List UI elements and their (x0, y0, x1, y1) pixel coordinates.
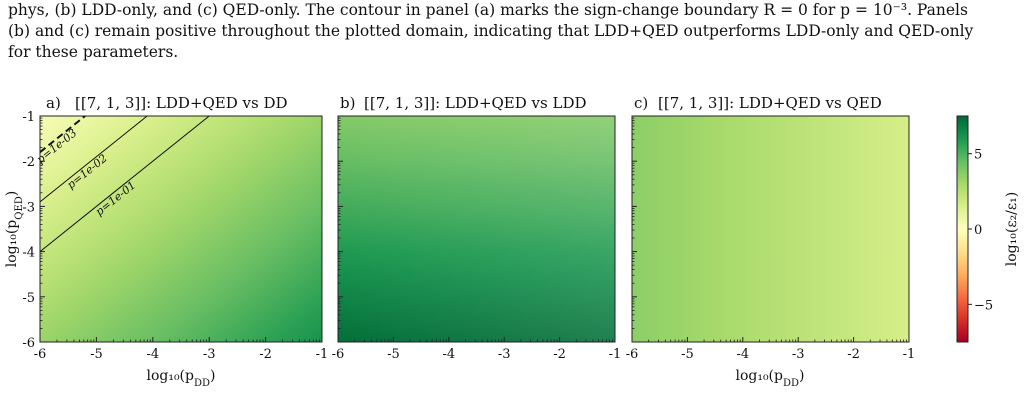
panel-b-title: [[7, 1, 3]]: LDD+QED vs LDD (364, 94, 587, 112)
panel-b-xticks: -6 -5 -4 -3 -2 -1 (332, 337, 622, 362)
x-tick-label: -6 (332, 347, 345, 362)
figure-caption: phys, (b) LDD-only, and (c) QED-only. Th… (8, 0, 1020, 63)
x-tick-label: -4 (442, 347, 455, 362)
contour-line (39, 115, 148, 203)
x-tick-label: -1 (903, 347, 916, 362)
x-tick-label: -4 (146, 347, 159, 362)
panel-a-xticks: -6 -5 -4 -3 -2 -1 (34, 337, 329, 362)
colorbar-tick-label: 5 (974, 148, 982, 163)
panel-b-shade (338, 116, 615, 342)
y-tick-label: -5 (22, 291, 35, 306)
panel-b: b) [[7, 1, 3]]: LDD+QED vs LDD -6 -5 -4 -3-… (332, 94, 622, 362)
x-tick-label: -2 (259, 347, 272, 362)
x-tick-label: -2 (847, 347, 860, 362)
panel-c-heatmap (632, 116, 909, 342)
y-tick-label: -6 (22, 336, 35, 351)
x-tick-label: -6 (626, 347, 639, 362)
x-tick-label: -5 (681, 347, 694, 362)
colorbar-gradient (957, 116, 968, 342)
x-tick-label: -1 (609, 347, 622, 362)
x-tick-label: -1 (316, 347, 329, 362)
panel-a-yticks: -6 -5 -4 -3 -2 -1 (22, 110, 45, 351)
y-tick-label: -1 (22, 110, 35, 125)
colorbar-ticks: 5 0 −5 (968, 148, 993, 313)
contour-line (39, 115, 210, 252)
panel-c-xticks: -6 -5 -4 -3 -2 -1 (626, 337, 916, 362)
panel-b-frame (337, 115, 616, 343)
panel-a-xlabel: log₁₀(pDD) (146, 368, 215, 389)
x-tick-label: -5 (387, 347, 400, 362)
x-tick-label: -4 (736, 347, 749, 362)
contour-line (39, 115, 86, 153)
panel-c-yticks (632, 115, 637, 343)
panel-c-letter: c) (634, 94, 648, 112)
x-tick-label: -3 (498, 347, 511, 362)
panel-c-xlabel: log₁₀(pDD) (735, 368, 804, 389)
panel-b-letter: b) (340, 94, 355, 112)
panel-c-frame (631, 115, 910, 343)
panel-a-title: [[7, 1, 3]]: LDD+QED vs DD (75, 94, 288, 112)
panel-c-title: [[7, 1, 3]]: LDD+QED vs QED (658, 94, 882, 112)
panel-a: a) [[7, 1, 3]]: LDD+QED vs DD p=1e-03p=1… (4, 94, 328, 389)
panel-a-frame (39, 115, 323, 343)
y-tick-label: -2 (22, 155, 35, 170)
colorbar-tick-label: −5 (974, 298, 993, 313)
panel-a-heatmap (40, 116, 322, 342)
caption-line: (b) and (c) remain positive throughout t… (8, 22, 974, 40)
panel-a-ylabel: log₁₀(pQED) (4, 191, 25, 268)
panel-a-letter: a) (46, 94, 61, 112)
panel-b-yticks (338, 115, 343, 343)
colorbar-tick-label: 0 (974, 223, 982, 238)
caption-line: phys, (b) LDD-only, and (c) QED-only. Th… (8, 1, 968, 19)
x-tick-label: -2 (553, 347, 566, 362)
x-tick-label: -3 (203, 347, 216, 362)
y-tick-label: -3 (22, 200, 35, 215)
panel-c: c) [[7, 1, 3]]: LDD+QED vs QED -6 -5 -4 -3-… (626, 94, 916, 389)
x-tick-label: -6 (34, 347, 47, 362)
x-tick-label: -5 (90, 347, 103, 362)
x-tick-label: -3 (792, 347, 805, 362)
y-tick-label: -4 (22, 246, 35, 261)
colorbar-label: log₁₀(ε₂/ε₁) (1004, 192, 1020, 266)
caption-line: for these parameters. (8, 43, 179, 61)
colorbar: 5 0 −5 log₁₀(ε₂/ε₁) (956, 115, 1020, 343)
